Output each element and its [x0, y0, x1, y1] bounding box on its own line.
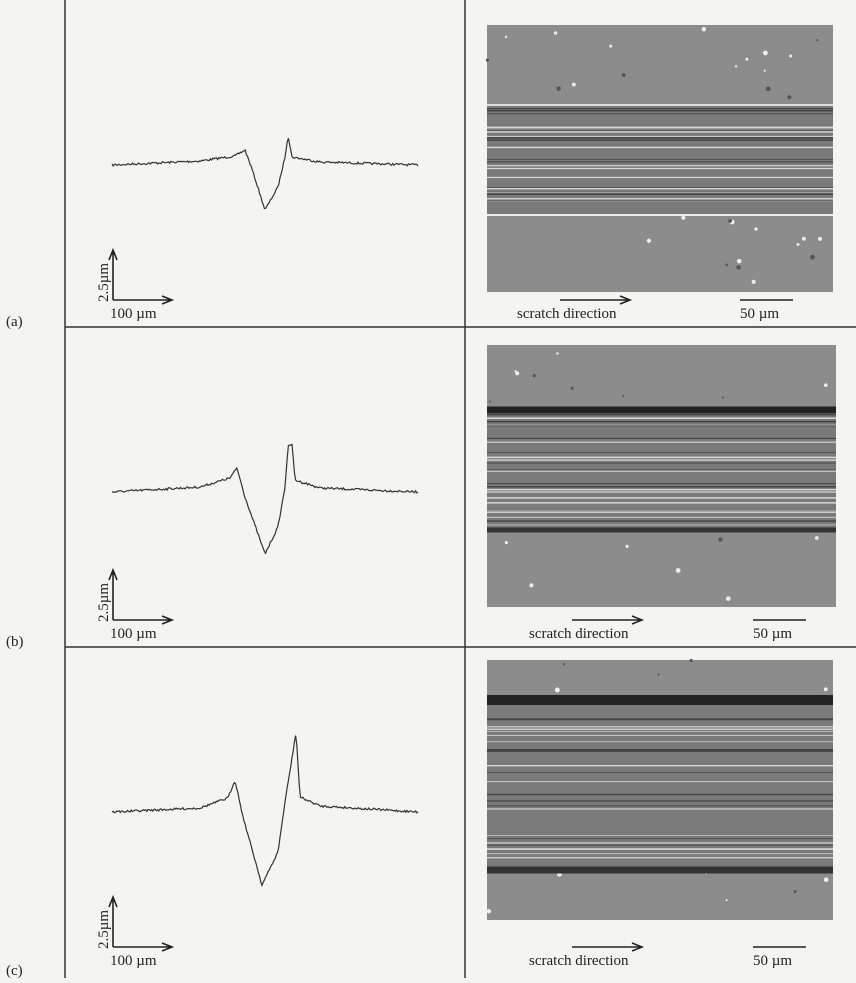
speckle — [794, 890, 797, 893]
speckle — [737, 259, 742, 264]
speckle — [735, 65, 737, 67]
speckle — [816, 39, 818, 41]
speckle — [622, 395, 624, 397]
speckle — [626, 545, 629, 548]
speckle — [555, 688, 560, 693]
speckle — [736, 265, 741, 270]
scale-horizontal-label: 100 µm — [110, 953, 157, 969]
speckle — [556, 86, 560, 90]
scale-vertical-label: 2.5µm — [96, 583, 112, 622]
figure: 2.5µm 100 µm (a) scratch direction 50 µm 2.5µ… — [0, 0, 856, 978]
caption: scratch direction — [517, 306, 617, 322]
speckle — [766, 87, 771, 92]
caption: scratch direction — [529, 953, 629, 969]
scale-vertical-label: 2.5µm — [96, 263, 112, 302]
speckle — [726, 596, 731, 601]
speckle — [718, 537, 723, 542]
speckle — [690, 659, 693, 662]
scale-bar-label: 50 µm — [740, 306, 779, 322]
speckle — [505, 541, 508, 544]
speckle — [815, 536, 819, 540]
speckle — [487, 909, 491, 913]
speckle — [681, 216, 685, 220]
scale-vertical-label: 2.5µm — [96, 910, 112, 949]
speckle — [764, 70, 766, 72]
speckle — [818, 237, 822, 241]
speckle — [489, 400, 491, 402]
speckle — [533, 374, 536, 377]
speckle — [622, 73, 626, 77]
speckle — [824, 687, 828, 691]
speckle — [515, 370, 517, 372]
speckle — [722, 397, 724, 399]
speckle — [796, 243, 799, 246]
speckle — [728, 219, 732, 223]
speckle — [554, 31, 557, 34]
scale-bar-label: 50 µm — [753, 626, 792, 642]
speckle — [824, 877, 829, 882]
speckle — [787, 95, 791, 99]
panel-label: (a) — [6, 314, 23, 330]
caption: scratch direction — [529, 626, 629, 642]
speckle — [505, 36, 507, 38]
speckle — [529, 583, 533, 587]
speckle — [556, 352, 558, 354]
speckle — [763, 51, 768, 56]
speckle — [609, 45, 612, 48]
speckle — [657, 674, 659, 676]
scale-bar-label: 50 µm — [753, 953, 792, 969]
speckle — [789, 54, 792, 57]
speckle — [802, 237, 806, 241]
scale-horizontal-label: 100 µm — [110, 306, 157, 322]
speckle — [563, 663, 565, 665]
speckle — [725, 263, 728, 266]
speckle — [752, 280, 756, 284]
speckle — [571, 387, 574, 390]
speckle — [810, 255, 815, 260]
speckle — [676, 568, 681, 573]
panel-label: (c) — [6, 963, 23, 978]
speckle — [486, 59, 489, 62]
speckle — [726, 899, 728, 901]
panel-label: (b) — [6, 634, 24, 650]
speckle — [745, 58, 748, 61]
speckle — [647, 239, 651, 243]
scratch-track — [487, 700, 833, 870]
speckle — [824, 383, 828, 387]
speckle — [572, 83, 576, 87]
speckle — [702, 27, 706, 31]
speckle — [754, 227, 757, 230]
scale-horizontal-label: 100 µm — [110, 626, 157, 642]
